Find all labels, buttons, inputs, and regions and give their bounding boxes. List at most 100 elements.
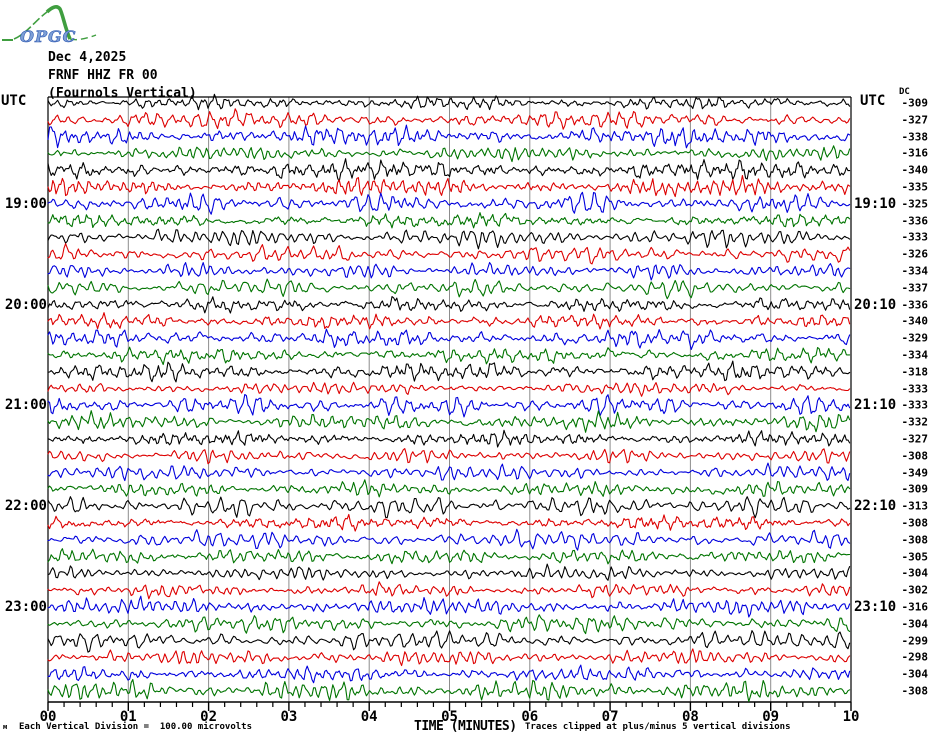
dc-value: -308 [901, 449, 929, 463]
hour-label-left: 21:00 [4, 397, 47, 414]
footer-scale-note: Each Vertical Division = 100.00 microvol… [19, 722, 252, 732]
trace-waveform [47, 381, 851, 397]
trace-waveform [47, 228, 851, 250]
trace-waveform [47, 448, 851, 465]
hour-label-left: 20:00 [4, 296, 47, 313]
dc-value: -316 [901, 600, 929, 614]
dc-value: -308 [901, 533, 929, 547]
hour-label-right: 19:10 [854, 195, 897, 212]
header-channel: FRNF HHZ FR 00 [48, 68, 158, 83]
hour-label-left: 22:00 [4, 498, 47, 515]
dc-value: -333 [901, 398, 929, 412]
x-tick-label: 07 [601, 709, 619, 725]
dc-value: -304 [901, 617, 929, 631]
hour-label-right: 22:10 [854, 498, 897, 515]
hour-label-left: 23:00 [4, 599, 47, 615]
trace-waveform [47, 278, 851, 300]
trace-waveform [47, 346, 851, 366]
left-axis-title: UTC [1, 93, 27, 109]
trace-waveform [47, 548, 851, 565]
x-tick-label: 06 [521, 709, 539, 725]
trace-waveform [47, 296, 851, 314]
dc-value: -299 [901, 634, 929, 648]
trace-waveform [47, 462, 851, 482]
trace-waveform [47, 158, 851, 183]
dc-value: -338 [901, 130, 929, 144]
dc-value: -340 [901, 314, 929, 328]
dc-value: -309 [901, 482, 929, 496]
trace-waveform [47, 630, 851, 653]
dc-value: -305 [901, 550, 929, 564]
trace-waveform [47, 124, 851, 149]
trace-waveform [47, 108, 851, 130]
dc-value: -298 [901, 650, 929, 664]
trace-waveform [47, 174, 851, 198]
x-axis-title: TIME (MINUTES) [414, 719, 517, 734]
x-tick-label: 05 [441, 709, 458, 725]
dc-value: -329 [901, 331, 929, 345]
hour-label-right: 23:10 [854, 599, 897, 615]
trace-waveform [47, 410, 851, 433]
x-tick-label: 02 [200, 709, 218, 725]
dc-value: -304 [901, 566, 929, 580]
hour-label-right: 20:10 [854, 296, 897, 313]
trace-waveform [47, 312, 851, 330]
trace-waveform [47, 563, 851, 581]
trace-waveform [47, 678, 851, 703]
trace-waveform [47, 328, 851, 351]
trace-waveform [47, 528, 851, 551]
trace-waveform [47, 595, 851, 618]
right-axis-title: UTC [860, 93, 886, 109]
x-tick-label: 01 [119, 709, 137, 725]
trace-waveform [47, 191, 851, 215]
dc-value: -302 [901, 583, 929, 597]
dc-value: -309 [901, 96, 929, 110]
dc-value: -349 [901, 466, 929, 480]
stray-mark: м [3, 723, 8, 731]
dc-value: -313 [901, 499, 929, 513]
trace-waveform [47, 429, 851, 448]
trace-waveform [47, 513, 851, 532]
dc-value: -336 [901, 214, 929, 228]
dc-value: -304 [901, 667, 929, 681]
dc-value: -316 [901, 146, 929, 160]
dc-value: -308 [901, 684, 929, 698]
trace-waveform [47, 393, 851, 418]
trace-waveform [47, 243, 851, 265]
dc-value: -335 [901, 180, 929, 194]
x-tick-label: 04 [360, 709, 378, 725]
dc-value: -337 [901, 281, 929, 295]
dc-value: -332 [901, 415, 929, 429]
hour-label-right: 21:10 [854, 397, 897, 414]
trace-waveform [47, 664, 851, 684]
trace-waveform [47, 93, 851, 111]
dc-value: -340 [901, 163, 929, 177]
trace-waveform [47, 145, 851, 163]
x-tick-label: 03 [280, 709, 298, 725]
dc-value: -327 [901, 113, 929, 127]
dc-value: -333 [901, 382, 929, 396]
x-tick-label: 10 [842, 709, 860, 725]
dc-value: -308 [901, 516, 929, 530]
trace-waveform [47, 614, 851, 635]
dc-value: -336 [901, 298, 929, 312]
trace-waveform [47, 648, 851, 667]
dc-value: -334 [901, 264, 929, 278]
trace-waveform [47, 360, 851, 383]
trace-waveform [47, 261, 851, 281]
dc-column-header: DC [899, 87, 910, 97]
trace-waveform [47, 496, 851, 519]
trace-waveform [47, 479, 851, 498]
dc-value: -325 [901, 197, 929, 211]
dc-value: -334 [901, 348, 929, 362]
dc-value: -327 [901, 432, 929, 446]
trace-waveform [47, 581, 851, 600]
opgc-logo: OPGC [2, 5, 97, 46]
header-date: Dec 4,2025 [48, 50, 127, 65]
footer-clip-note: Traces clipped at plus/minus 5 vertical … [525, 722, 791, 732]
x-tick-label: 00 [39, 709, 57, 725]
opgc-logo-text: OPGC [20, 27, 76, 46]
x-tick-label: 08 [681, 709, 699, 725]
